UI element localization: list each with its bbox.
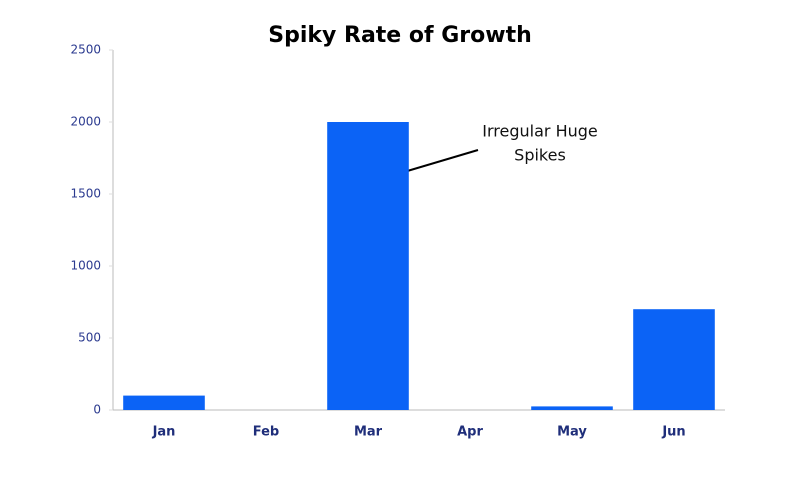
bar xyxy=(123,395,205,410)
x-tick-label: Feb xyxy=(253,425,279,440)
y-tick-label: 500 xyxy=(78,331,101,345)
y-tick-label: 1500 xyxy=(70,187,101,201)
y-tick-label: 2000 xyxy=(70,115,101,129)
annotation-line: Spikes xyxy=(514,146,566,165)
chart-title: Spiky Rate of Growth xyxy=(268,23,532,48)
y-tick-label: 0 xyxy=(93,403,101,417)
x-tick-label: Apr xyxy=(457,425,483,440)
y-tick-label: 1000 xyxy=(70,259,101,273)
x-tick-label: Jun xyxy=(661,425,685,440)
x-tick-label: May xyxy=(557,425,587,440)
annotation-line: Irregular Huge xyxy=(482,122,597,141)
bar xyxy=(531,406,613,410)
x-tick-label: Jan xyxy=(152,425,176,440)
bar xyxy=(327,122,409,410)
bar xyxy=(633,309,715,410)
y-tick-label: 2500 xyxy=(70,43,101,57)
x-tick-label: Mar xyxy=(354,425,383,440)
